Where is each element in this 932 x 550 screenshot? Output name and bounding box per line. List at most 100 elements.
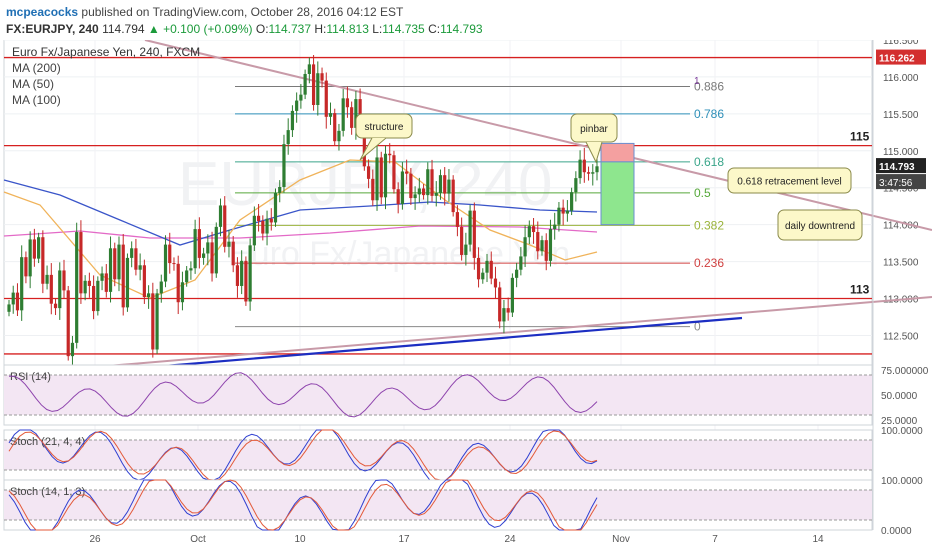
candle-body (240, 260, 244, 286)
candle-body (28, 239, 32, 277)
high-label: H: (314, 22, 327, 36)
candle-body (582, 159, 586, 173)
y-tick-label: 114.500 (883, 184, 919, 195)
candle-body (24, 257, 28, 277)
candle-body (307, 64, 311, 74)
candle-body (172, 263, 176, 265)
countdown-label: 3:47:56 (879, 178, 913, 189)
candle-body (460, 226, 464, 255)
candle-body (113, 248, 117, 280)
candle-body (481, 272, 485, 280)
candle-body (256, 215, 261, 221)
candle-body (66, 290, 70, 357)
candle-body (324, 80, 328, 117)
candle-body (320, 73, 324, 81)
candle-body (273, 192, 278, 223)
low-value: 114.735 (382, 22, 425, 36)
candle-body (595, 166, 599, 173)
marker-label: 1 (694, 76, 700, 87)
candle-body (49, 274, 53, 304)
candle-body (337, 130, 341, 142)
candle-body (311, 64, 316, 105)
candle-body (557, 207, 561, 225)
candle-body (41, 237, 45, 284)
retracement-callout-box (727, 167, 852, 194)
candle-body (468, 210, 472, 245)
author-name[interactable]: mcpeacocks (6, 5, 79, 19)
level-label: 113 (850, 283, 870, 297)
candle-body (328, 113, 333, 117)
candle-body (100, 273, 104, 281)
candle-body (269, 218, 273, 223)
candle-body (45, 274, 49, 284)
stoch2-label: Stoch (14, 1, 3) (10, 486, 85, 498)
candle-body (421, 188, 426, 196)
candle-body (358, 99, 362, 124)
candle-body (591, 172, 595, 174)
stoch1-label: Stoch (21, 4, 4) (10, 436, 85, 448)
candle-body (493, 278, 498, 288)
pink-downtrend-line (144, 40, 932, 231)
candle-body (409, 173, 413, 199)
candle-body (20, 257, 24, 311)
candle-body (92, 285, 96, 312)
candle-body (70, 342, 75, 357)
stop-loss-box (600, 142, 635, 163)
candle-body (163, 244, 168, 282)
legend-item: MA (100) (12, 93, 61, 107)
stoch2-tick-label: 0.0000 (881, 526, 912, 537)
candle-body (316, 73, 320, 105)
x-tick-label: 7 (712, 534, 718, 545)
candle-body (155, 293, 159, 350)
y-tick-label: 115.000 (883, 147, 919, 158)
candle-body (168, 244, 172, 264)
candle-body (146, 293, 151, 298)
candle-body (502, 308, 506, 322)
candle-body (371, 178, 375, 201)
chart-canvas[interactable]: 116.500 116.000 115.500 115.000 114.500 114.0… (0, 40, 932, 550)
candle-body (79, 232, 83, 294)
candle-body (383, 153, 388, 198)
candle-body (62, 270, 66, 291)
candle-body (299, 94, 303, 101)
candle-body (430, 169, 434, 196)
candle-body (96, 280, 100, 312)
candle-body (87, 280, 91, 286)
candle-body (185, 270, 189, 283)
candle-body (108, 248, 113, 292)
candle-body (417, 188, 421, 195)
candle-body (176, 263, 180, 303)
candle-body (544, 240, 548, 261)
ma100-line (3, 179, 598, 246)
price-change: ▲ +0.100 (+0.09%) (147, 22, 253, 36)
candle-body (53, 303, 58, 309)
candle-body (531, 226, 536, 233)
y-tick-label: 112.500 (883, 331, 919, 342)
candle-body (553, 224, 557, 230)
chart-title: Euro Fx/Japanese Yen, 240, FXCM (12, 45, 200, 59)
pink-uptrend-line (59, 296, 932, 371)
level-label: 115 (850, 130, 870, 144)
high-value: 114.813 (326, 22, 369, 36)
candle-body (218, 205, 223, 227)
candle-body (295, 100, 299, 111)
rsi-tick-label: 75.000000 (881, 366, 929, 377)
candle-body (138, 265, 142, 270)
rsi-line (8, 372, 598, 418)
open-label: O: (255, 22, 269, 36)
rsi-tick-label: 50.0000 (881, 391, 918, 402)
candle-body (510, 277, 514, 313)
candle-body (235, 265, 240, 286)
symbol-label[interactable]: FX:EURJPY, 240 (6, 22, 99, 36)
candle-body (540, 240, 544, 252)
candle-body (455, 212, 460, 227)
y-tick-label: 116.500 (883, 40, 919, 47)
candle-body (476, 257, 481, 280)
fib-level-label: 0.5 (694, 186, 711, 200)
last-price-label: 114.793 (879, 162, 915, 173)
candle-body (341, 98, 345, 131)
rsi-band (4, 375, 872, 415)
top-price-label-bg (876, 49, 926, 65)
watermark-name: Euro Fx/Japanese Yen (228, 235, 570, 273)
publish-line: mcpeacocks published on TradingView.com,… (6, 5, 403, 19)
